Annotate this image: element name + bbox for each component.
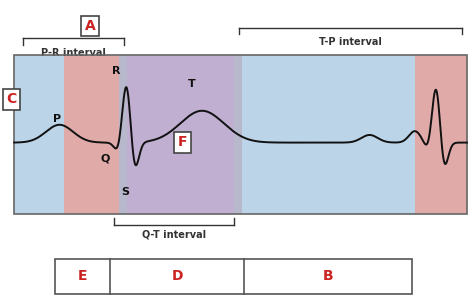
Bar <box>234 55 242 214</box>
Text: T: T <box>188 79 196 89</box>
Bar <box>14 55 64 214</box>
Text: B: B <box>323 269 334 283</box>
Text: S: S <box>122 187 129 197</box>
Text: A: A <box>85 19 95 33</box>
Bar <box>55 259 412 294</box>
Text: P: P <box>53 114 61 124</box>
Bar <box>127 55 234 214</box>
Bar <box>64 55 118 214</box>
Bar <box>242 55 415 214</box>
Text: F: F <box>178 135 187 149</box>
Text: E: E <box>77 269 87 283</box>
Text: T-P interval: T-P interval <box>319 37 382 47</box>
Text: P-R interval: P-R interval <box>41 48 106 58</box>
Text: Q: Q <box>100 154 110 163</box>
Bar <box>415 55 467 214</box>
Text: C: C <box>7 92 17 106</box>
Bar <box>14 55 467 214</box>
Text: R: R <box>112 66 120 76</box>
Text: D: D <box>171 269 183 283</box>
Text: Q-T interval: Q-T interval <box>142 230 206 240</box>
Bar <box>118 55 127 214</box>
